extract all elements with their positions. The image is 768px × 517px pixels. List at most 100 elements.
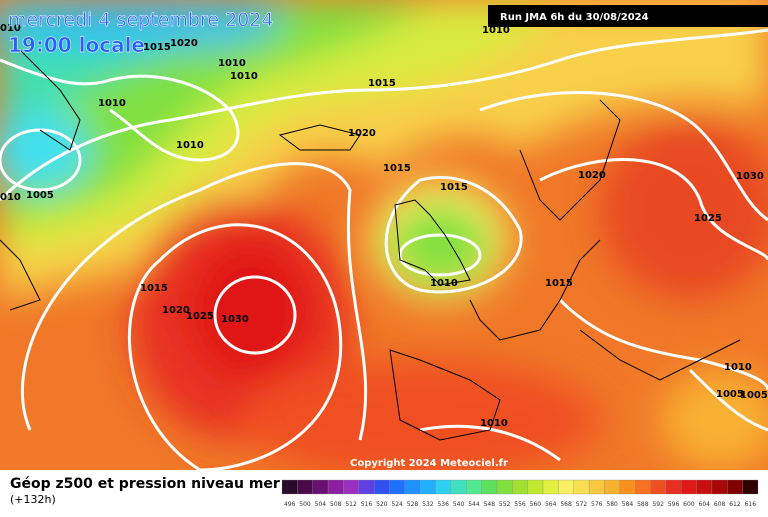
scale-swatch [512, 479, 528, 495]
scale-swatch [650, 479, 667, 495]
scale-label: 516 [361, 501, 373, 508]
scale-swatch [635, 479, 651, 495]
scale-swatch [681, 479, 697, 495]
isobar-label: 1010 [218, 58, 246, 69]
scale-label: 592 [652, 501, 664, 508]
scale-swatch [696, 479, 713, 495]
isobar-label: 1015 [440, 182, 468, 193]
scale-label: 504 [315, 501, 327, 508]
isobar-label: 1015 [140, 283, 168, 294]
scale-swatch [435, 479, 452, 495]
scale-label: 544 [468, 501, 480, 508]
isobar-label: 010 [0, 192, 21, 203]
time: 19:00 locale [8, 33, 145, 57]
isobar-label: 1020 [162, 305, 190, 316]
isobar-label: 1015 [368, 78, 396, 89]
date: mercredi 4 septembre 2024 [8, 9, 273, 31]
scale-label: 512 [345, 501, 357, 508]
scale-label: 552 [499, 501, 511, 508]
isobar-label: 1005 [716, 389, 744, 400]
scale-swatch [373, 479, 390, 495]
scale-swatch [297, 479, 313, 495]
scale-label: 584 [622, 501, 634, 508]
scale-swatch [404, 479, 421, 495]
scale-swatch [542, 479, 559, 495]
scale-label: 536 [437, 501, 449, 508]
scale-label: 508 [330, 501, 342, 508]
scale-label: 548 [484, 501, 496, 508]
scale-swatch [343, 479, 359, 495]
scale-swatch [742, 479, 759, 495]
color-scale: 496 500 504 508 512 516 520 524 528 532 536 540 544 5… [281, 479, 759, 508]
scale-label: 528 [407, 501, 419, 508]
scale-label: 588 [637, 501, 649, 508]
isobar-label: 1015 [545, 278, 573, 289]
scale-label: 600 [683, 501, 695, 508]
isobar-labels: 1015 102010101010101010151010102010101005… [0, 23, 768, 429]
scale-label: 608 [714, 501, 726, 508]
isobar-label: 1015 [383, 163, 411, 174]
scale-label: 604 [699, 501, 711, 508]
scale-label: 524 [391, 501, 403, 508]
run-info: Run JMA 6h du 30/08/2024 [500, 12, 649, 23]
scale-label: 532 [422, 501, 434, 508]
scale-swatch [358, 479, 375, 495]
legend-subtitle: (+132h) [10, 493, 56, 506]
scale-label: 520 [376, 501, 388, 508]
scale-swatch [558, 479, 574, 495]
isobar-label: 1010 [480, 418, 508, 429]
scale-swatch [527, 479, 544, 495]
scale-label: 572 [576, 501, 588, 508]
isobar-label: 1010 [482, 25, 510, 36]
isobar-label: 1010 [430, 278, 458, 289]
isobar-label: 1025 [694, 213, 722, 224]
scale-swatch [466, 479, 482, 495]
scale-label: 540 [453, 501, 465, 508]
scale-label: 612 [729, 501, 741, 508]
scale-label: 496 [284, 501, 296, 508]
isobar-label: 1025 [186, 311, 214, 322]
scale-label: 596 [668, 501, 680, 508]
isobar-label: 1005 [26, 190, 54, 201]
scale-swatch [727, 479, 743, 495]
isobar-label: 1010 [230, 71, 258, 82]
map-field [0, 0, 768, 480]
scale-label: 500 [299, 501, 311, 508]
scale-swatch [619, 479, 636, 495]
isobar-label: 1010 [176, 140, 204, 151]
scale-swatch [496, 479, 513, 495]
isobar-label: 1020 [170, 38, 198, 49]
copyright: Copyright 2024 Meteociel.fr [350, 458, 508, 469]
isobar-label: 1010 [98, 98, 126, 109]
isobar-label: 1030 [736, 171, 764, 182]
scale-swatch [588, 479, 605, 495]
scale-swatch [420, 479, 436, 495]
isobar-label: 1010 [724, 362, 752, 373]
scale-swatch [389, 479, 405, 495]
scale-swatch [481, 479, 498, 495]
scale-swatch [450, 479, 467, 495]
isobar-label: 1015 [143, 42, 171, 53]
scale-swatch [281, 479, 298, 495]
isobar-label: 1030 [221, 314, 249, 325]
scale-swatch [604, 479, 620, 495]
isobar-label: 1005 [740, 390, 768, 401]
scale-swatch [665, 479, 682, 495]
isobar-label: 010 [0, 23, 21, 34]
scale-label: 556 [514, 501, 526, 508]
scale-label: 580 [606, 501, 618, 508]
legend-title: Géop z500 et pression niveau mer [10, 476, 280, 492]
scale-label: 568 [560, 501, 572, 508]
scale-label: 576 [591, 501, 603, 508]
scale-label: 564 [545, 501, 557, 508]
isobar-label: 1020 [348, 128, 376, 139]
scale-swatch [327, 479, 344, 495]
scale-swatch [711, 479, 728, 495]
run-box [488, 5, 768, 27]
scale-swatch [312, 479, 329, 495]
isobar-label: 1020 [578, 170, 606, 181]
scale-label: 560 [530, 501, 542, 508]
scale-label: 616 [745, 501, 757, 508]
scale-swatch [573, 479, 590, 495]
